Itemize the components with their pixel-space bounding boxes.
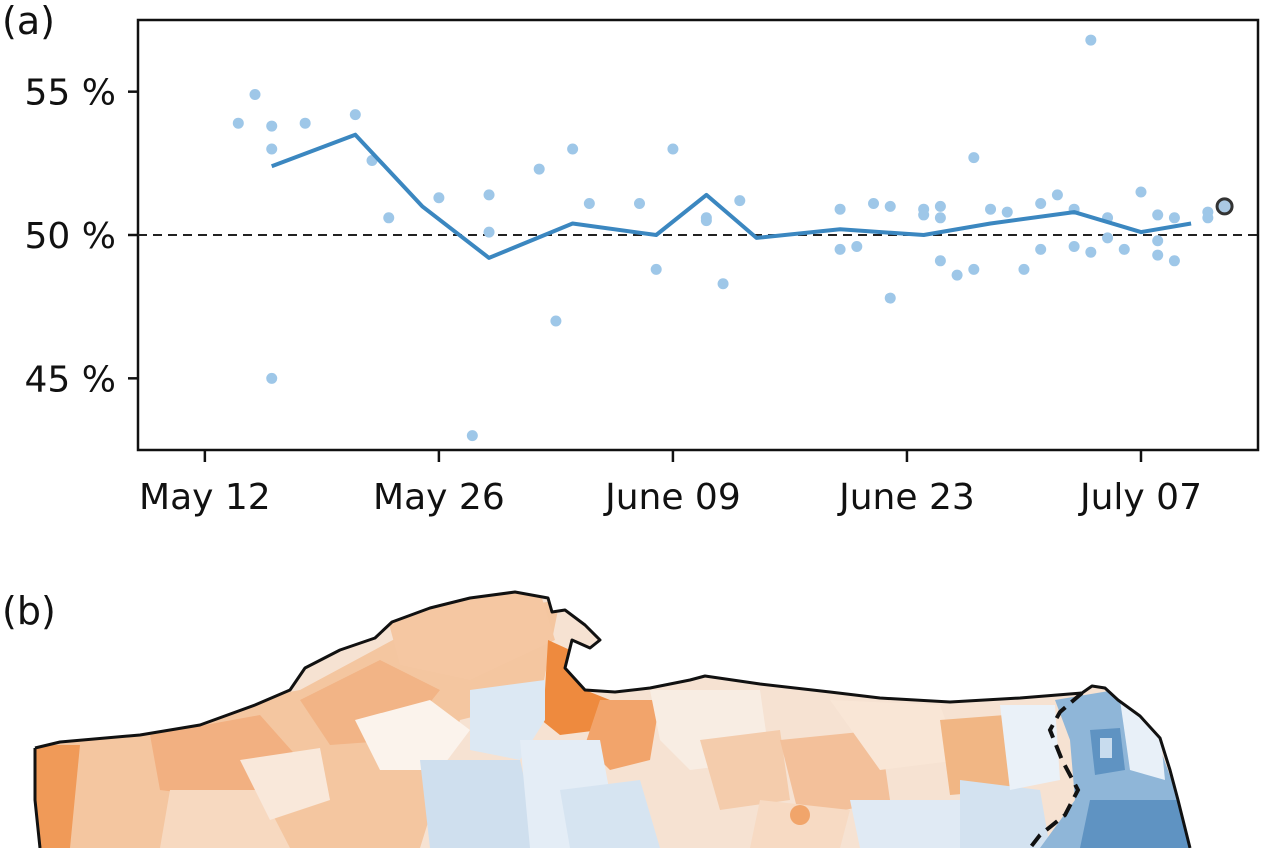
scatter-point xyxy=(918,203,930,215)
scatter-point xyxy=(934,255,946,267)
scatter-point xyxy=(985,203,997,215)
x-ticks: May 12 May 26 June 09 June 23 July 07 xyxy=(139,450,1202,518)
scatter-point xyxy=(1152,249,1164,261)
scatter-point xyxy=(968,152,980,164)
scatter-point xyxy=(1135,186,1147,198)
scatter-point xyxy=(951,269,963,281)
scatter-point xyxy=(968,263,980,275)
scatter-point xyxy=(667,143,679,155)
scatter-point xyxy=(249,89,261,101)
scatter-point xyxy=(1018,263,1030,275)
scatter-point xyxy=(717,278,729,290)
y-ticks: 45 % 50 % 55 % xyxy=(25,73,138,400)
scatter-point xyxy=(700,215,712,227)
scatter-point xyxy=(550,315,562,327)
scatter-point xyxy=(934,200,946,212)
panel-b-label: (b) xyxy=(2,589,56,633)
scatter-point xyxy=(734,195,746,207)
map-region-boundary xyxy=(1028,691,1084,848)
scatter-point xyxy=(483,189,495,201)
map-border xyxy=(33,590,1192,848)
scatter-point xyxy=(567,143,579,155)
chart-a: 45 % 50 % 55 % May 12 May 26 June 09 June 23 J… xyxy=(25,18,1260,518)
scatter-point xyxy=(1168,255,1180,267)
scatter-point xyxy=(266,120,278,132)
scatter-point xyxy=(483,226,495,238)
y-tick-label: 50 % xyxy=(25,216,116,257)
y-tick-label: 55 % xyxy=(25,73,116,114)
scatter-point xyxy=(1152,209,1164,221)
scatter-point xyxy=(266,143,278,155)
scatter-point xyxy=(1085,246,1097,258)
scatter-point xyxy=(466,430,478,442)
scatter-point xyxy=(1118,243,1130,255)
scatter-point xyxy=(583,197,595,209)
scatter-point xyxy=(851,240,863,252)
x-tick-label: May 26 xyxy=(373,477,505,518)
scatter-point xyxy=(934,212,946,224)
scatter-layer xyxy=(232,34,1214,442)
scatter-point xyxy=(1068,240,1080,252)
scatter-point xyxy=(834,203,846,215)
scatter-point xyxy=(266,372,278,384)
scatter-point xyxy=(433,192,445,204)
scatter-point xyxy=(884,292,896,304)
scatter-point xyxy=(1035,243,1047,255)
scatter-point xyxy=(1035,197,1047,209)
scatter-point xyxy=(1102,232,1114,244)
x-tick-label: July 07 xyxy=(1078,477,1202,518)
x-tick-label: June 09 xyxy=(603,477,741,518)
panel-a-label: (a) xyxy=(2,0,55,43)
scatter-point xyxy=(1085,34,1097,46)
highlight-marker xyxy=(1215,197,1234,216)
scatter-point xyxy=(533,163,545,175)
scatter-point xyxy=(1202,206,1214,218)
scatter-point xyxy=(299,117,311,129)
x-tick-label: June 23 xyxy=(837,477,975,518)
scatter-point xyxy=(884,200,896,212)
scatter-point xyxy=(650,263,662,275)
scatter-point xyxy=(1168,212,1180,224)
scatter-point xyxy=(349,109,361,121)
y-tick-label: 45 % xyxy=(25,359,116,400)
scatter-point xyxy=(1152,235,1164,247)
x-tick-label: May 12 xyxy=(139,477,271,518)
scatter-point xyxy=(383,212,395,224)
marker-layer xyxy=(1215,197,1234,216)
scatter-point xyxy=(834,243,846,255)
choropleth-map xyxy=(35,592,1190,848)
trend-line xyxy=(270,132,1192,260)
scatter-point xyxy=(1051,189,1063,201)
scatter-point xyxy=(232,117,244,129)
scatter-point xyxy=(1001,206,1013,218)
scatter-point xyxy=(868,197,880,209)
scatter-point xyxy=(633,197,645,209)
